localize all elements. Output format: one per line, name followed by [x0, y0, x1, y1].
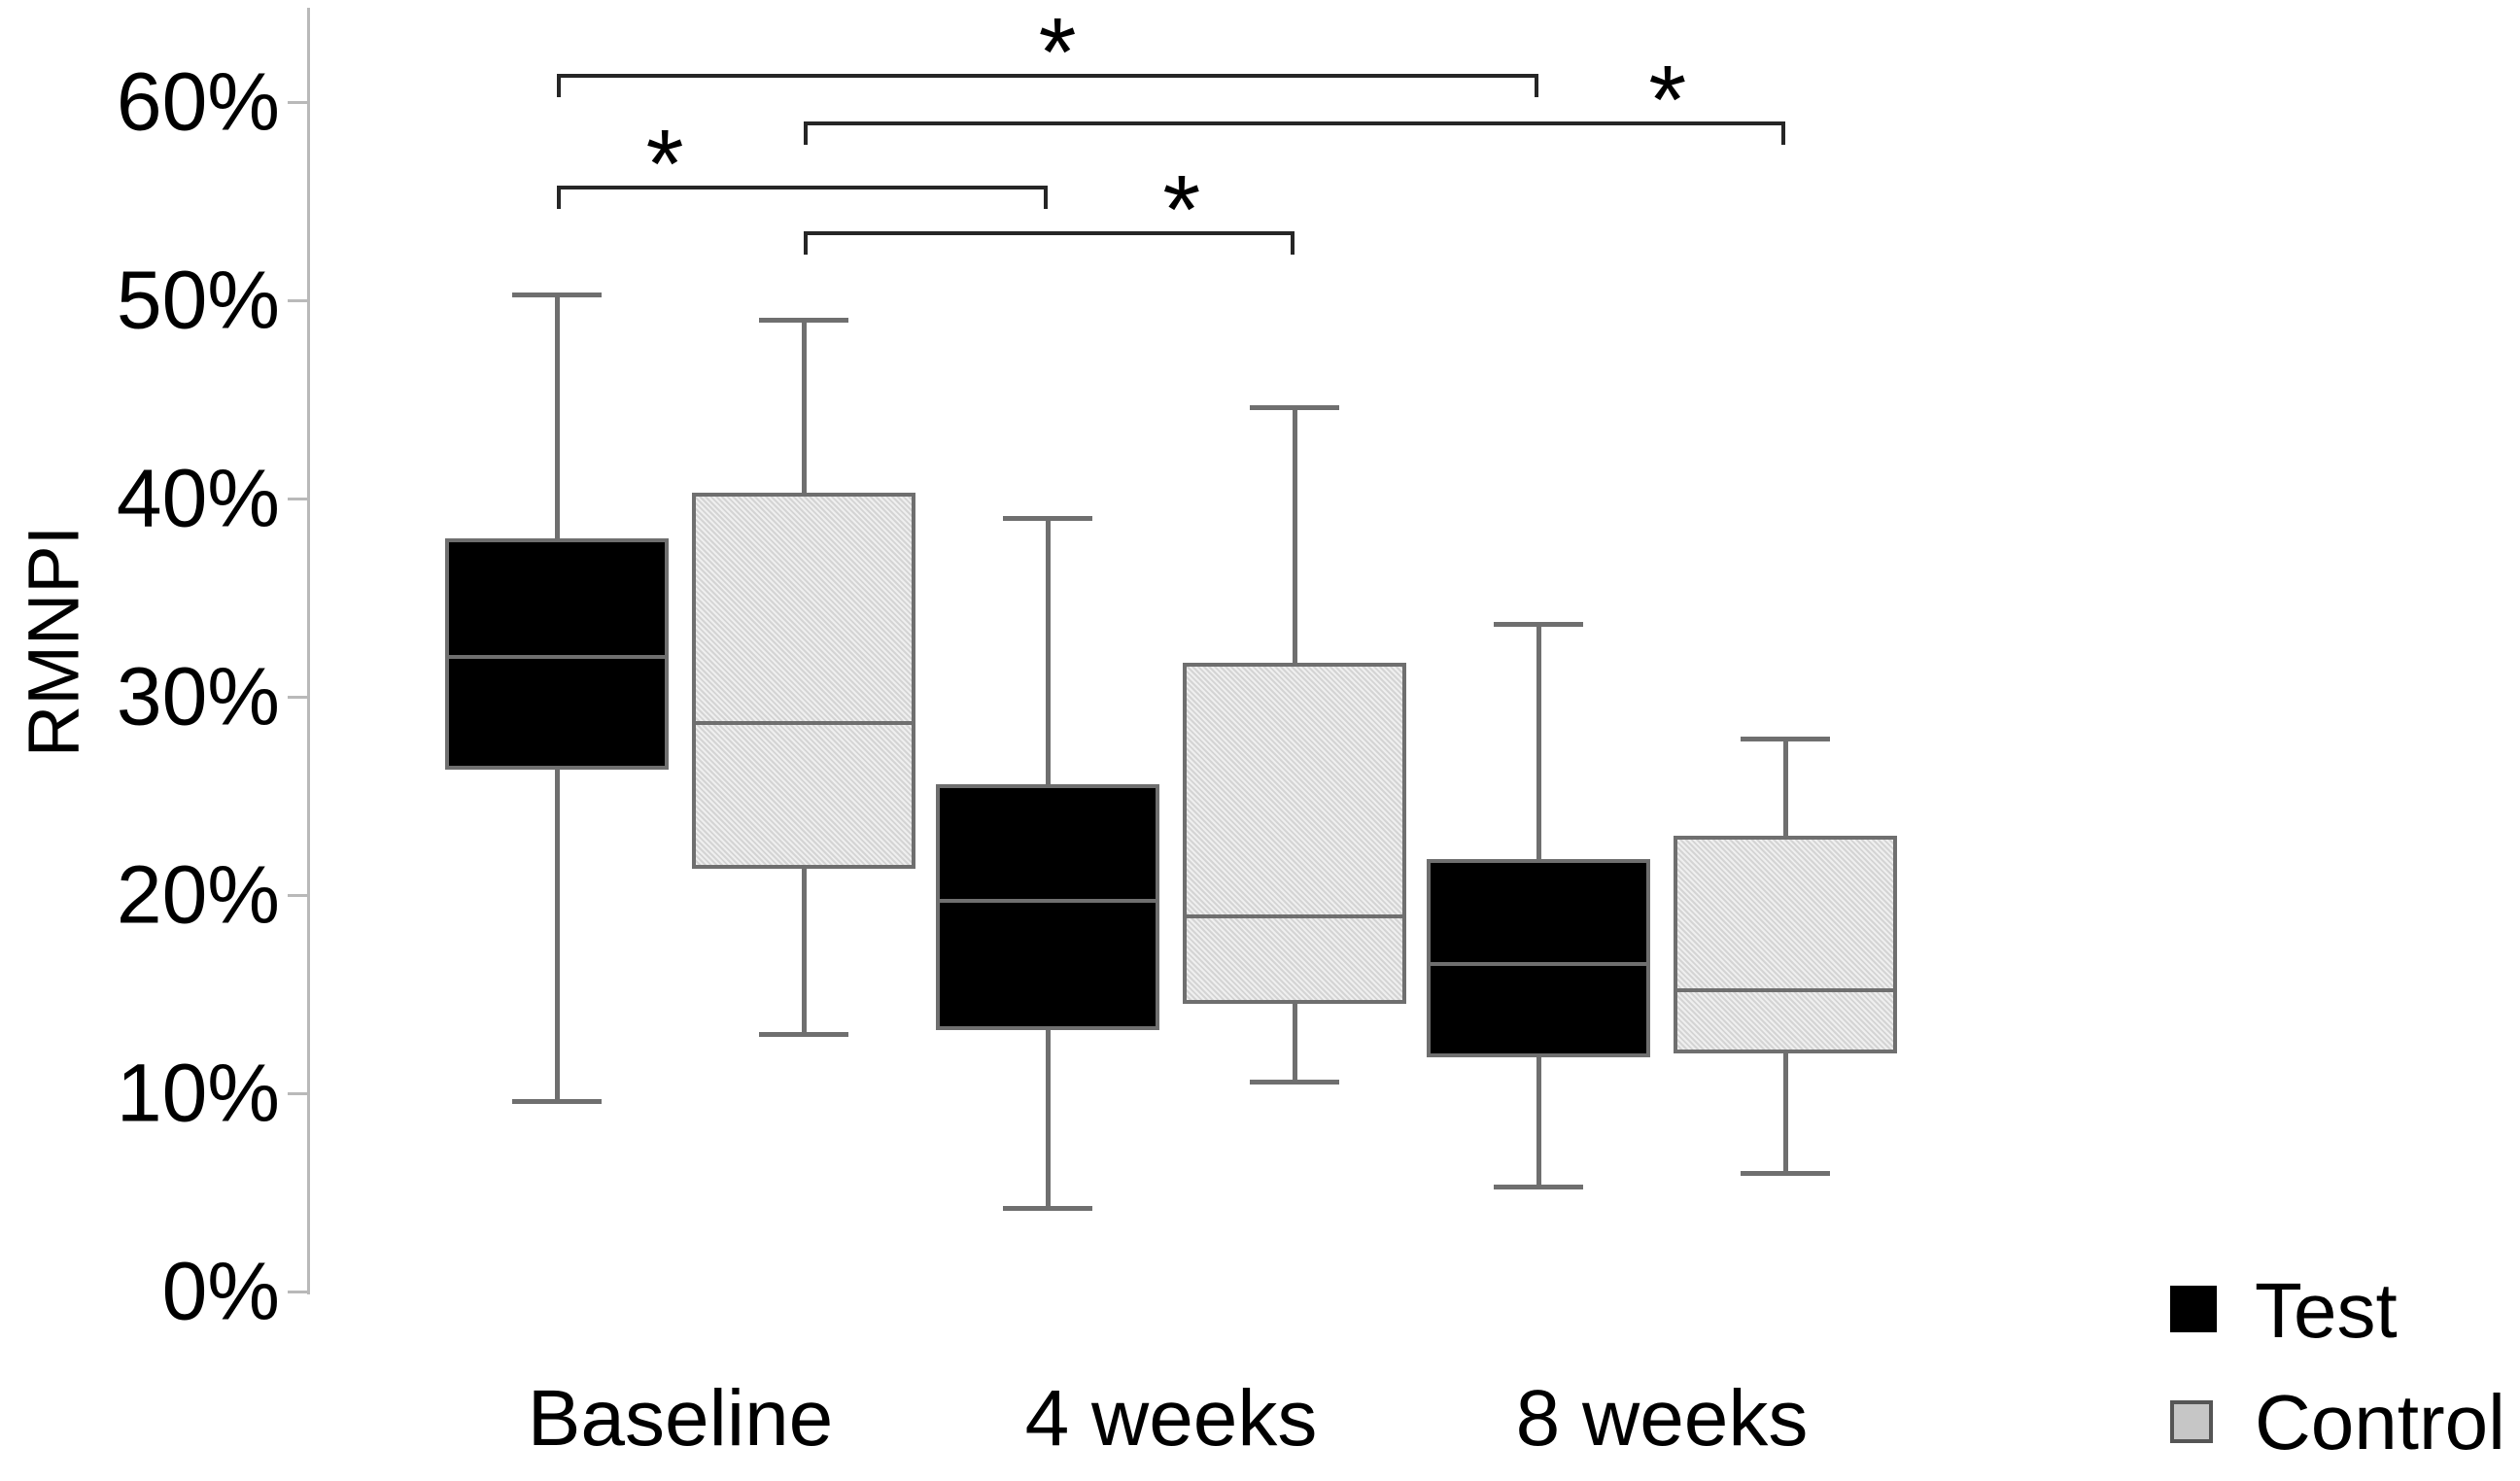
median-control-4-weeks: [1187, 914, 1402, 919]
significance-bracket-3: [557, 185, 1048, 189]
whisker-cap-bottom-control-4-weeks: [1250, 1079, 1339, 1085]
y-tick-label-30: 30%: [116, 650, 280, 742]
whisker-cap-top-control-baseline: [759, 318, 848, 324]
y-axis-tick-40: [288, 498, 307, 500]
whisker-cap-bottom-control-8-weeks: [1741, 1170, 1830, 1176]
legend-swatch-test: [2170, 1286, 2217, 1332]
box-test-4-weeks: [936, 783, 1159, 1030]
significance-bracket-1-left-end: [557, 74, 561, 98]
whisker-cap-bottom-test-baseline: [512, 1099, 602, 1105]
median-test-baseline: [449, 655, 665, 660]
significance-bracket-4-right-end: [1291, 230, 1295, 255]
legend-swatch-control: [2170, 1400, 2213, 1443]
y-axis-tick-60: [288, 101, 307, 104]
y-axis-line: [307, 8, 310, 1294]
median-test-8-weeks: [1431, 962, 1646, 967]
x-label-baseline: Baseline: [527, 1374, 834, 1463]
y-tick-label-60: 60%: [116, 55, 280, 148]
whisker-cap-top-test-4-weeks: [1003, 516, 1092, 522]
legend-label-control: Control: [2255, 1379, 2505, 1465]
whisker-cap-bottom-test-8-weeks: [1494, 1184, 1583, 1189]
significance-asterisk-4: *: [1162, 155, 1201, 264]
box-test-8-weeks: [1427, 859, 1650, 1058]
whisker-cap-bottom-control-baseline: [759, 1031, 848, 1037]
significance-bracket-3-right-end: [1044, 185, 1048, 209]
median-test-4-weeks: [940, 899, 1156, 904]
y-axis-tick-30: [288, 696, 307, 699]
significance-asterisk-3: *: [645, 109, 684, 219]
x-label-8-weeks: 8 weeks: [1515, 1374, 1809, 1463]
significance-bracket-4-left-end: [804, 230, 808, 255]
significance-bracket-3-left-end: [557, 185, 561, 209]
median-control-baseline: [696, 720, 912, 725]
significance-bracket-1-right-end: [1535, 74, 1538, 98]
box-control-4-weeks: [1183, 663, 1406, 1005]
significance-bracket-1: [557, 74, 1538, 79]
whisker-cap-top-test-8-weeks: [1494, 621, 1583, 627]
significance-bracket-4: [804, 230, 1295, 235]
y-tick-label-0: 0%: [161, 1245, 280, 1337]
significance-bracket-2: [804, 121, 1785, 126]
box-test-baseline: [445, 537, 669, 771]
median-control-8-weeks: [1677, 987, 1893, 992]
y-tick-label-50: 50%: [116, 254, 280, 346]
x-label-4-weeks: 4 weeks: [1024, 1374, 1318, 1463]
y-axis-tick-10: [288, 1092, 307, 1095]
significance-bracket-2-left-end: [804, 121, 808, 146]
y-tick-label-10: 10%: [116, 1047, 280, 1139]
whisker-cap-top-control-4-weeks: [1250, 405, 1339, 411]
whisker-cap-top-control-8-weeks: [1741, 736, 1830, 741]
legend-label-test: Test: [2255, 1267, 2398, 1354]
significance-asterisk-2: *: [1648, 46, 1687, 155]
box-control-8-weeks: [1674, 835, 1897, 1054]
whisker-cap-bottom-test-4-weeks: [1003, 1206, 1092, 1212]
y-tick-label-20: 20%: [116, 848, 280, 941]
box-control-baseline: [692, 492, 915, 870]
y-axis-tick-0: [288, 1291, 307, 1293]
significance-asterisk-1: *: [1038, 0, 1077, 108]
y-axis-tick-50: [288, 299, 307, 302]
significance-bracket-2-right-end: [1781, 121, 1785, 146]
y-tick-label-40: 40%: [116, 452, 280, 544]
y-axis-tick-20: [288, 894, 307, 897]
whisker-cap-top-test-baseline: [512, 292, 602, 297]
